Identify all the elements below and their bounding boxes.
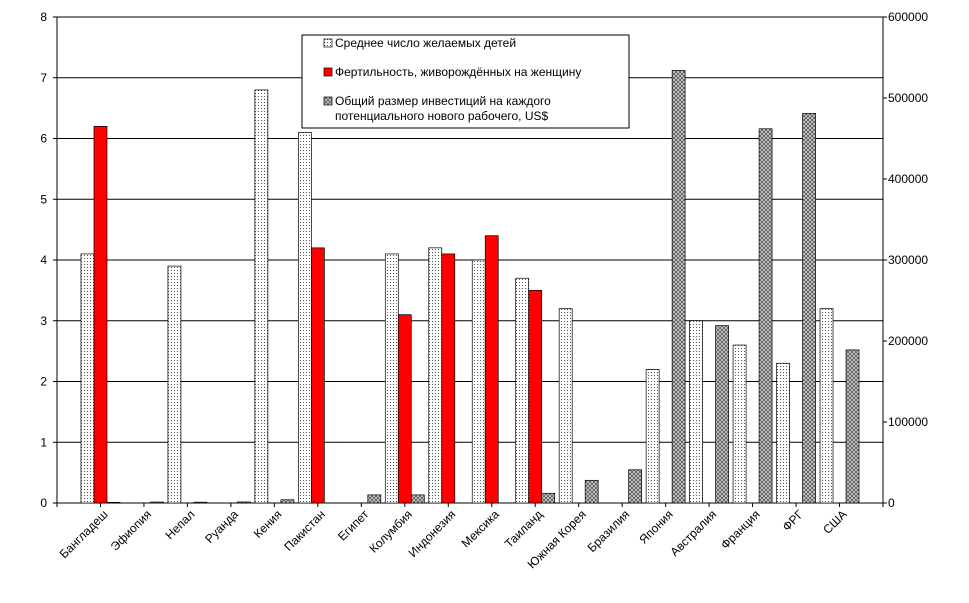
y-tick-label: 5 xyxy=(40,192,47,206)
bar xyxy=(410,494,425,504)
bar xyxy=(367,494,382,504)
y-tick-label: 0 xyxy=(40,496,47,510)
legend-label: Среднее число желаемых детей xyxy=(335,36,516,50)
bar xyxy=(428,247,443,504)
bar xyxy=(254,89,269,504)
x-tick-label: Эфиопия xyxy=(108,507,154,553)
bar xyxy=(441,253,456,504)
bar xyxy=(528,290,543,504)
bar xyxy=(845,349,860,504)
y2-tick-label: 0 xyxy=(888,496,895,510)
y2-tick-label: 100000 xyxy=(888,415,928,429)
bar xyxy=(397,314,412,504)
x-tick-label: Франция xyxy=(718,507,763,552)
bar xyxy=(310,247,325,504)
x-tick-label: Бразилия xyxy=(585,507,633,555)
y2-tick-label: 300000 xyxy=(888,253,928,267)
bar xyxy=(715,325,729,504)
bar xyxy=(732,344,747,504)
bar xyxy=(628,469,643,504)
bar xyxy=(384,253,399,504)
bar xyxy=(193,501,208,504)
x-tick-label: Таиланд xyxy=(502,507,545,550)
bar xyxy=(106,502,121,504)
y-tick-label: 6 xyxy=(40,132,47,146)
x-tick-label: ФРГ xyxy=(780,507,807,534)
x-tick-label: Австралия xyxy=(667,507,719,559)
y-tick-label: 2 xyxy=(40,375,47,389)
bar xyxy=(150,501,164,504)
legend-box xyxy=(301,34,630,129)
legend-swatch xyxy=(323,67,333,77)
x-tick-label: Кения xyxy=(251,507,285,541)
bar xyxy=(167,265,182,504)
legend-label-line: потенциального нового рабочего, US$ xyxy=(335,109,549,123)
bar xyxy=(471,259,486,504)
legend: Среднее число желаемых детей Фертильность… xyxy=(301,34,630,129)
bar xyxy=(689,320,703,504)
legend-swatch xyxy=(323,38,333,48)
bar xyxy=(802,113,816,504)
legend-label: Общий размер инвестиций на каждого потенц… xyxy=(335,94,551,123)
x-tick-label: Египет xyxy=(335,507,372,544)
x-tick-label: Непал xyxy=(163,507,198,542)
y-tick-label: 4 xyxy=(40,253,47,267)
y2-tick-label: 400000 xyxy=(888,172,928,186)
bar xyxy=(484,235,499,504)
y-tick-label: 3 xyxy=(40,314,47,328)
y2-tick-label: 200000 xyxy=(888,334,928,348)
bar xyxy=(558,308,573,504)
x-tick-label: Индонезия xyxy=(406,507,459,560)
y-tick-label: 7 xyxy=(40,71,47,85)
bar xyxy=(541,492,556,504)
bar xyxy=(515,277,530,504)
bar xyxy=(297,132,312,504)
x-tick-label: Пакистан xyxy=(281,507,328,554)
bar xyxy=(758,128,773,504)
y-tick-label: 8 xyxy=(40,10,47,24)
legend-label: Фертильность, живорождённых на женщину xyxy=(335,65,581,79)
y2-tick-label: 500000 xyxy=(888,91,928,105)
legend-swatch xyxy=(323,96,333,106)
bar xyxy=(280,499,295,504)
bar xyxy=(80,253,95,504)
x-tick-label: Руанда xyxy=(202,507,241,546)
x-tick-label: Бангладеш xyxy=(57,507,111,561)
y2-tick-label: 600000 xyxy=(888,10,928,24)
x-tick-label: Япония xyxy=(636,507,675,546)
bar xyxy=(93,125,108,504)
bar xyxy=(237,501,251,504)
y-tick-label: 1 xyxy=(40,435,47,449)
bar xyxy=(819,308,834,504)
bar xyxy=(645,369,660,504)
x-tick-label: Мексика xyxy=(459,507,502,550)
legend-label-line: Общий размер инвестиций на каждого xyxy=(335,94,551,108)
bar xyxy=(584,479,599,504)
x-tick-label: США xyxy=(820,507,849,536)
bar xyxy=(671,70,686,504)
bar xyxy=(776,362,790,504)
